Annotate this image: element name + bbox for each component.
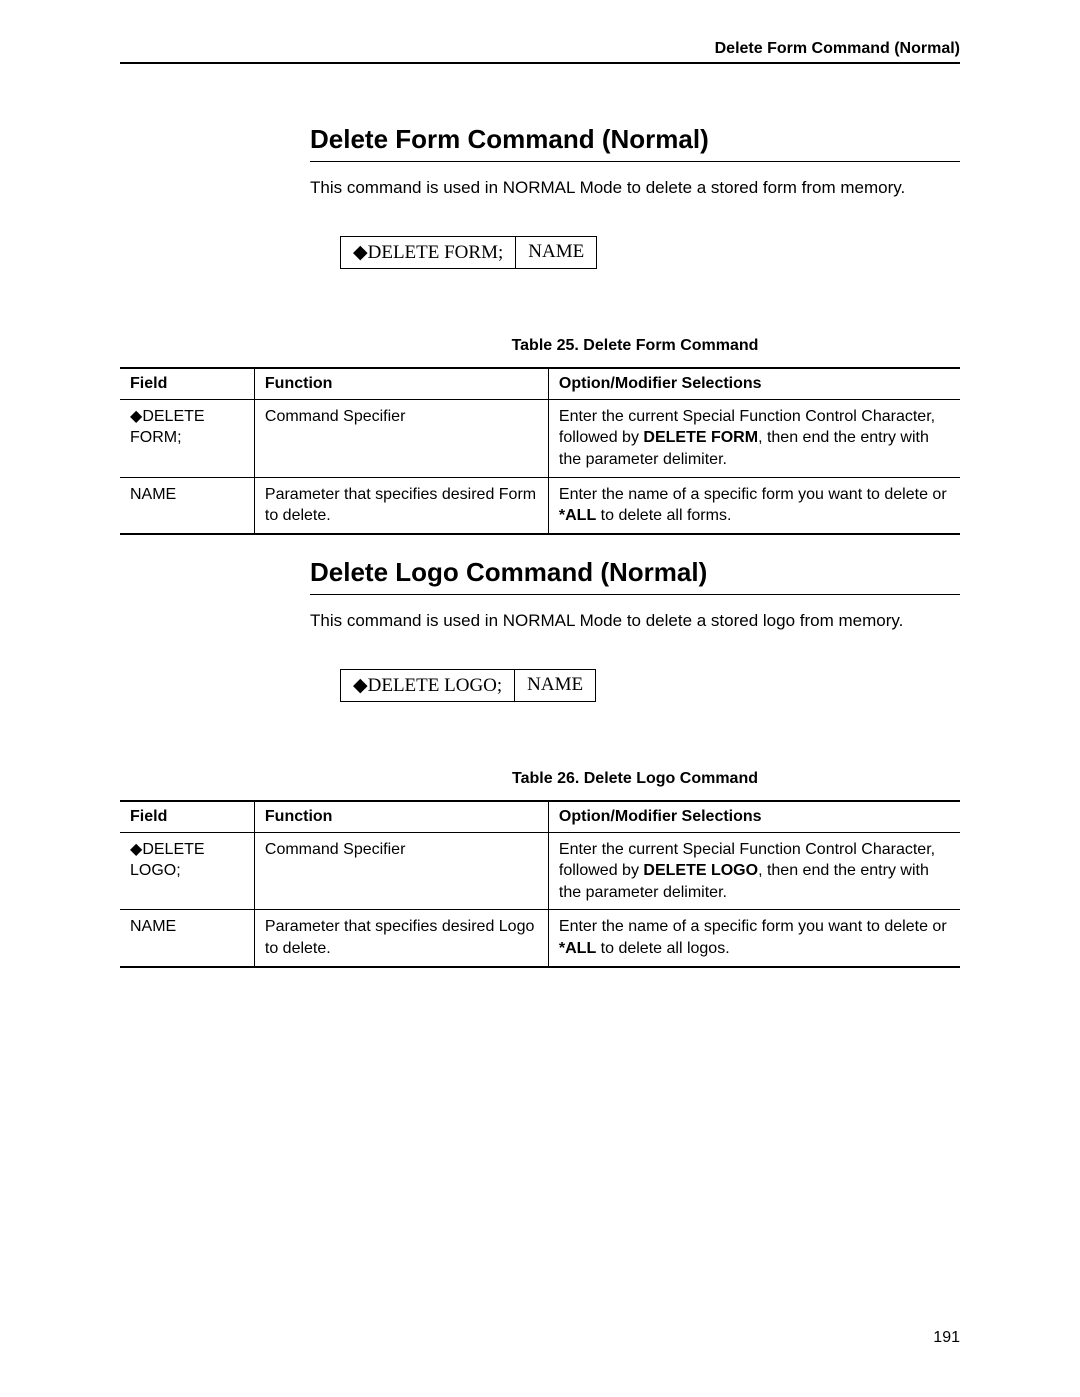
cell-function: Parameter that specifies desired Logo to… [254, 910, 548, 967]
option-pre: Enter the name of a specific form you wa… [559, 486, 947, 503]
cell-field: NAME [120, 477, 254, 534]
cell-option: Enter the name of a specific form you wa… [548, 910, 960, 967]
table-header-row: Field Function Option/Modifier Selection… [120, 801, 960, 833]
section-title: Delete Logo Command (Normal) [310, 557, 960, 595]
cell-field: NAME [120, 910, 254, 967]
option-bold: *ALL [559, 940, 596, 957]
cell-function: Command Specifier [254, 399, 548, 477]
running-header: Delete Form Command (Normal) [120, 40, 960, 64]
table-row: NAME Parameter that specifies desired Lo… [120, 910, 960, 967]
option-bold: *ALL [559, 507, 596, 524]
cell-option: Enter the current Special Function Contr… [548, 832, 960, 910]
field-text: NAME [130, 486, 176, 503]
syntax-left: ◆DELETE LOGO; [341, 670, 515, 701]
table-row: ◆DELETE LOGO; Command Specifier Enter th… [120, 832, 960, 910]
delete-logo-table: Field Function Option/Modifier Selection… [120, 800, 960, 968]
section-delete-form: Delete Form Command (Normal) This comman… [310, 124, 960, 535]
option-bold: DELETE LOGO [643, 862, 758, 879]
cell-option: Enter the current Special Function Contr… [548, 399, 960, 477]
page: Delete Form Command (Normal) Delete Form… [0, 0, 1080, 1397]
cell-function: Command Specifier [254, 832, 548, 910]
table-caption: Table 25. Delete Form Command [310, 337, 960, 355]
page-number: 191 [933, 1329, 960, 1347]
col-function: Function [254, 801, 548, 833]
section-title: Delete Form Command (Normal) [310, 124, 960, 162]
section-description: This command is used in NORMAL Mode to d… [310, 176, 960, 200]
section-delete-logo: Delete Logo Command (Normal) This comman… [310, 557, 960, 968]
option-post: to delete all logos. [596, 940, 729, 957]
field-text: DELETE FORM; [130, 408, 205, 447]
diamond-icon: ◆ [130, 841, 142, 858]
field-text: DELETE LOGO; [130, 841, 205, 880]
cell-option: Enter the name of a specific form you wa… [548, 477, 960, 534]
cell-field: ◆DELETE FORM; [120, 399, 254, 477]
delete-form-table: Field Function Option/Modifier Selection… [120, 367, 960, 535]
col-field: Field [120, 801, 254, 833]
col-option: Option/Modifier Selections [548, 801, 960, 833]
diamond-icon: ◆ [130, 408, 142, 425]
col-option: Option/Modifier Selections [548, 368, 960, 400]
field-text: NAME [130, 918, 176, 935]
syntax-box: ◆DELETE FORM; NAME [340, 236, 597, 269]
syntax-left: ◆DELETE FORM; [341, 237, 516, 268]
col-field: Field [120, 368, 254, 400]
table-caption: Table 26. Delete Logo Command [310, 770, 960, 788]
syntax-box: ◆DELETE LOGO; NAME [340, 669, 596, 702]
cell-function: Parameter that specifies desired Form to… [254, 477, 548, 534]
cell-field: ◆DELETE LOGO; [120, 832, 254, 910]
table-header-row: Field Function Option/Modifier Selection… [120, 368, 960, 400]
option-post: to delete all forms. [596, 507, 731, 524]
section-description: This command is used in NORMAL Mode to d… [310, 609, 960, 633]
table-row: NAME Parameter that specifies desired Fo… [120, 477, 960, 534]
option-bold: DELETE FORM [643, 429, 758, 446]
syntax-right: NAME [516, 237, 596, 268]
syntax-right: NAME [515, 670, 595, 701]
col-function: Function [254, 368, 548, 400]
option-pre: Enter the name of a specific form you wa… [559, 918, 947, 935]
table-row: ◆DELETE FORM; Command Specifier Enter th… [120, 399, 960, 477]
